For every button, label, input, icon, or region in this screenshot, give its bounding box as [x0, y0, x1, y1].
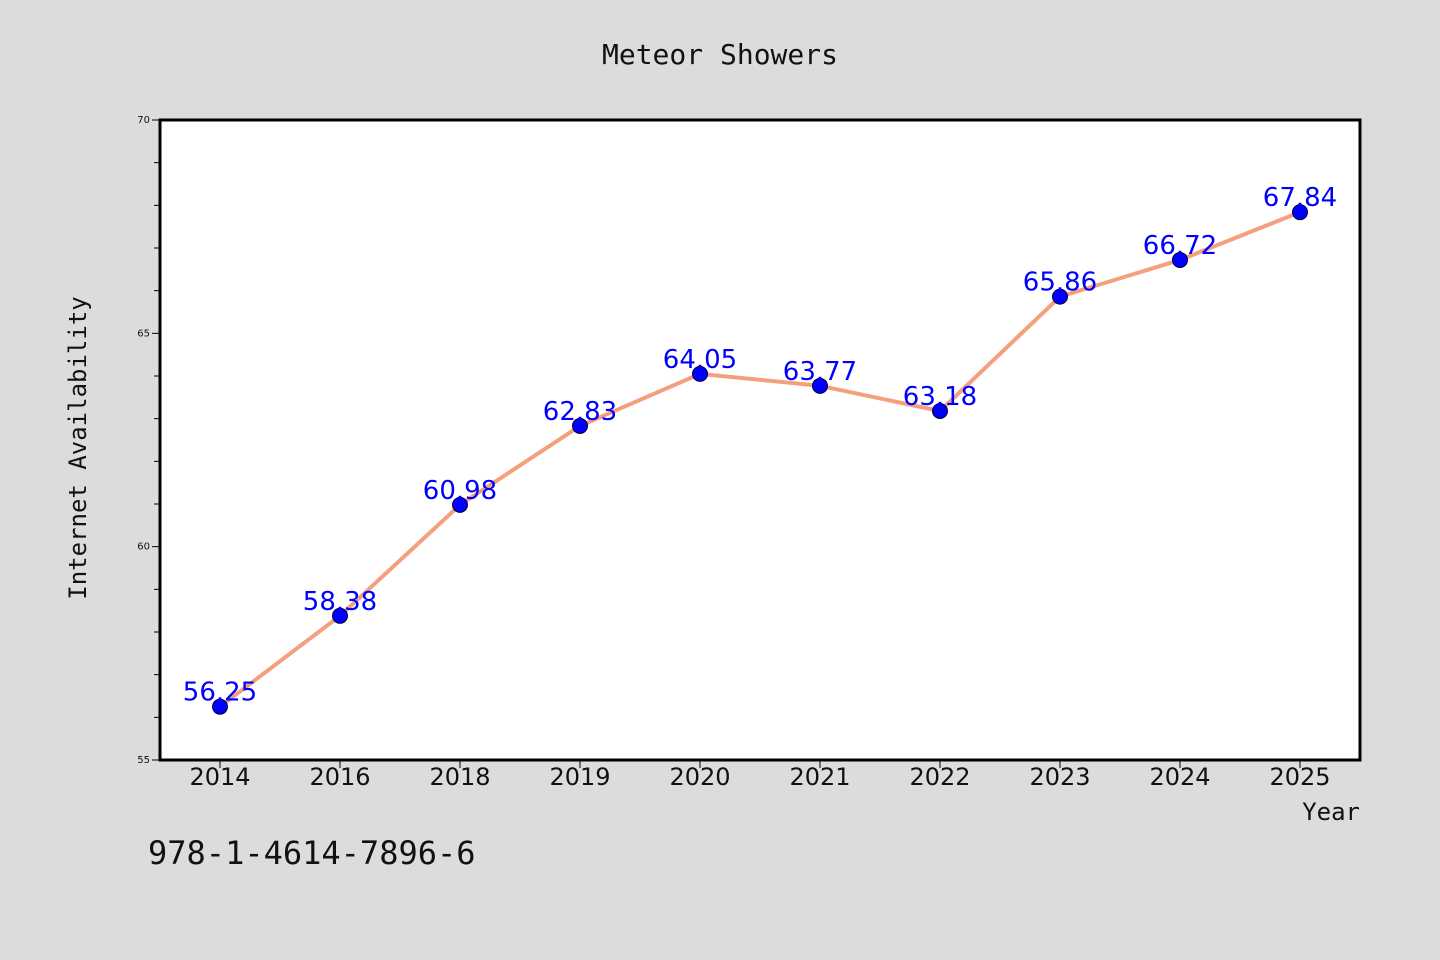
data-point	[1052, 288, 1068, 305]
data-point	[932, 402, 948, 419]
y-tick-label: 70	[137, 115, 150, 126]
data-label: 63.18	[903, 382, 977, 412]
data-label: 67.84	[1263, 183, 1337, 213]
data-point	[812, 377, 828, 394]
x-tick-label: 2021	[789, 763, 850, 791]
x-tick-label: 2018	[429, 763, 490, 791]
y-axis-label: Internet Availability	[64, 296, 92, 599]
series-line	[218, 210, 1302, 709]
data-label: 58.38	[303, 587, 377, 617]
data-point	[1292, 204, 1308, 221]
plot-area	[160, 120, 1360, 760]
x-tick-label: 2025	[1269, 763, 1330, 791]
x-axis-ticks: 2014 2016 2018 2019 2020 2021 2022 2023 2024 2025	[189, 760, 1331, 791]
data-label: 65.86	[1023, 268, 1097, 298]
data-point	[692, 365, 708, 382]
x-axis-label: Year	[1302, 798, 1360, 826]
data-point	[212, 698, 228, 715]
x-tick-label: 2022	[909, 763, 970, 791]
data-labels: 56.25 58.38 60.98 62.83 64.05 63.77 63.18 65.86…	[183, 183, 1337, 708]
data-markers	[212, 204, 1308, 715]
y-tick-label: 55	[137, 755, 150, 766]
x-tick-label: 2016	[309, 763, 370, 791]
data-label: 62.83	[543, 397, 617, 427]
data-label: 66.72	[1143, 231, 1217, 261]
footer-code: 978-1-4614-7896-6	[148, 834, 476, 872]
data-point	[572, 417, 588, 434]
data-label: 56.25	[183, 678, 257, 708]
data-point	[1172, 251, 1188, 268]
chart-title: Meteor Showers	[602, 38, 838, 71]
y-tick-label: 65	[137, 328, 150, 339]
x-tick-label: 2023	[1029, 763, 1090, 791]
data-label: 64.05	[663, 345, 737, 375]
data-label: 60.98	[423, 476, 497, 506]
x-tick-label: 2024	[1149, 763, 1210, 791]
y-tick-label: 60	[137, 542, 150, 553]
data-point	[332, 607, 348, 624]
x-tick-label: 2014	[189, 763, 250, 791]
data-point	[452, 496, 468, 513]
x-tick-label: 2019	[549, 763, 610, 791]
plot-frame	[158, 118, 1362, 762]
data-label: 63.77	[783, 357, 857, 387]
x-tick-label: 2020	[669, 763, 730, 791]
